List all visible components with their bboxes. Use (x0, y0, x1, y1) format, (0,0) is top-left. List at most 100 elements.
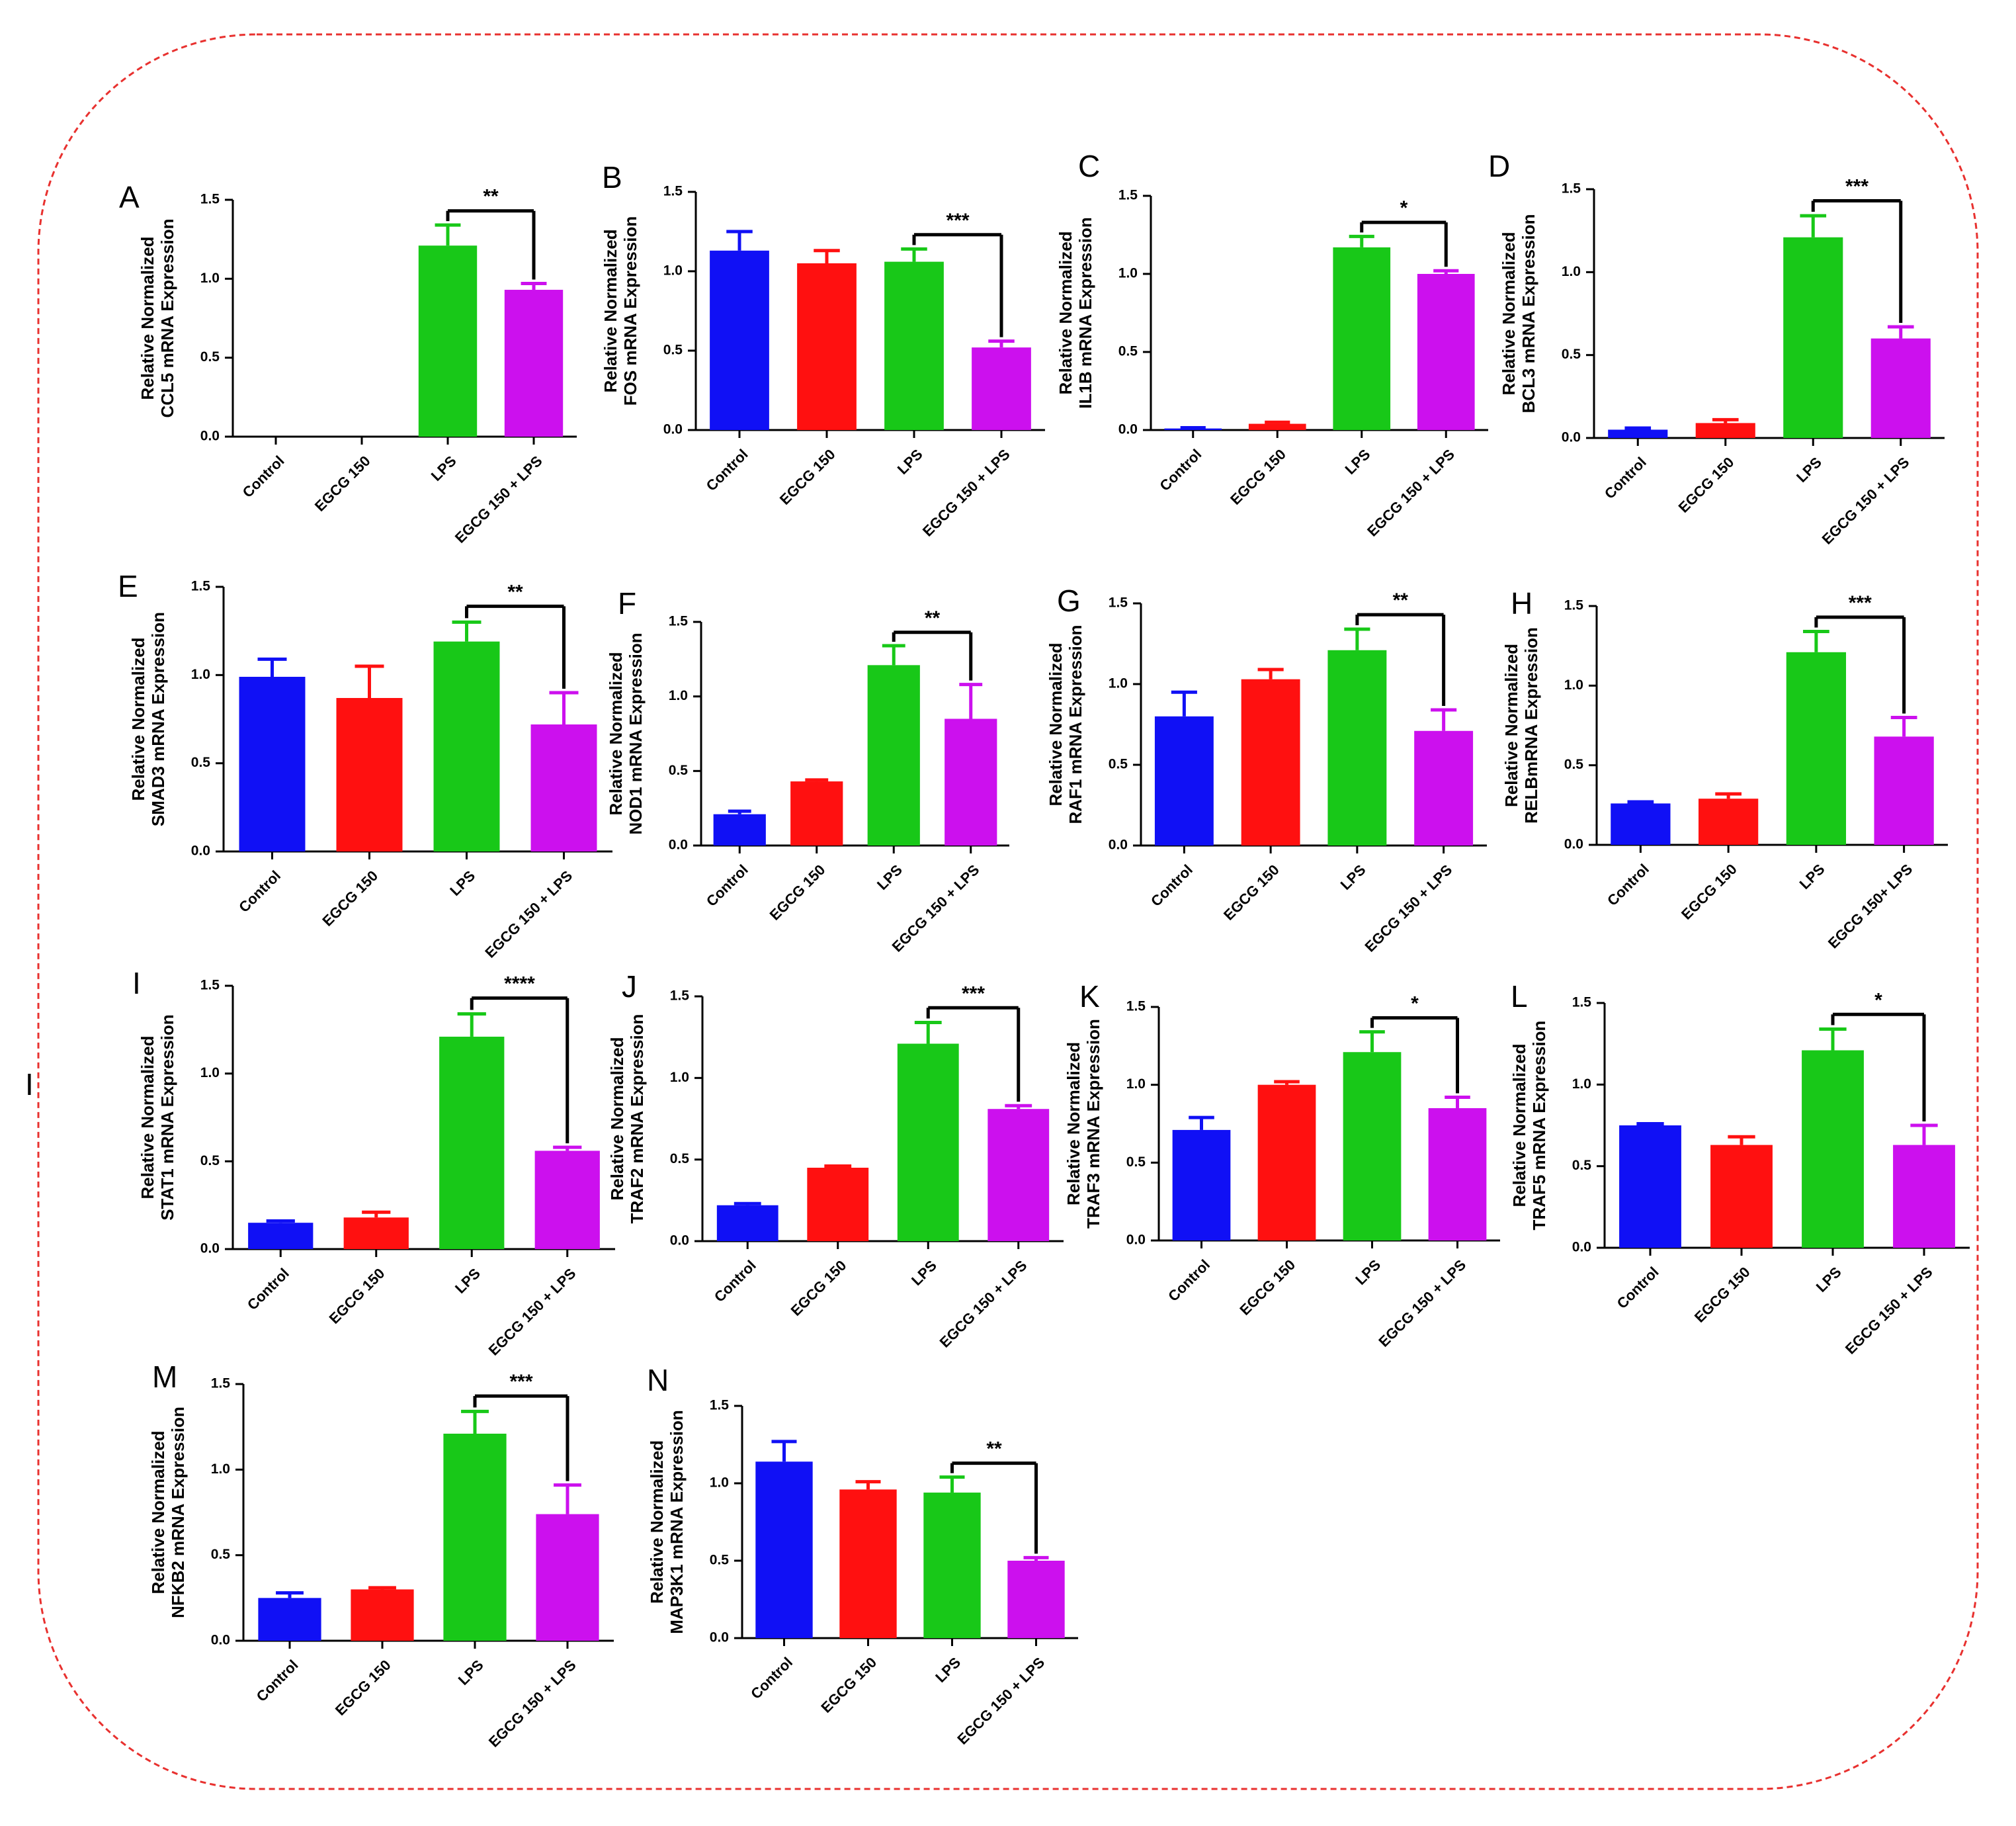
bar-egcg-150-lps (1007, 1561, 1065, 1638)
bar-lps (1786, 652, 1847, 845)
panel-letter: J (622, 969, 637, 1004)
panel-letter: E (118, 569, 138, 603)
significance-label: *** (509, 1371, 532, 1393)
y-tick-label: 1.5 (663, 184, 683, 199)
x-tick-label: EGCG 150 (1691, 1264, 1753, 1326)
chart-panel-h: H 0.0 0.5 1.0 1.5 Relative Normalized RELBmRNA… (1501, 586, 1948, 951)
y-tick-label: 0.0 (1126, 1233, 1146, 1248)
x-tick-label: LPS (908, 1257, 940, 1289)
bar-lps (897, 1043, 959, 1241)
bar-egcg-150 (351, 1589, 414, 1641)
x-tick-label: EGCG 150 (326, 1265, 388, 1327)
x-tick-label: EGCG 150 (312, 453, 374, 515)
significance-label: ** (483, 186, 499, 208)
y-axis-label: Relative Normalized (128, 637, 148, 801)
panel-letter: C (1078, 149, 1100, 183)
x-tick-label: LPS (1793, 454, 1825, 486)
bar-lps (443, 1434, 507, 1641)
bar-egcg-150-lps (972, 347, 1031, 430)
panel-letter: I (132, 966, 141, 1000)
x-tick-label: Control (244, 1265, 292, 1313)
chart-panel-d: D 0.0 0.5 1.0 1.5 Relative Normalized BCL3 mRN… (1488, 149, 1945, 548)
bar-egcg-150-lps (534, 1151, 600, 1249)
bar-egcg-150 (839, 1489, 897, 1638)
bar-lps (884, 261, 944, 430)
bar-egcg-150 (1248, 423, 1306, 430)
bar-egcg-150 (1698, 799, 1759, 845)
x-tick-label: EGCG 150 + LPS (482, 867, 575, 961)
y-tick-label: 0.0 (200, 1241, 220, 1256)
bar-egcg-150 (1241, 679, 1300, 846)
panel-letter: D (1488, 149, 1510, 183)
y-tick-label: 1.5 (670, 988, 690, 1004)
x-tick-label: Control (1614, 1264, 1662, 1312)
y-axis-label: RELBmRNA Expression (1521, 627, 1541, 824)
y-tick-label: 0.0 (1562, 430, 1581, 445)
bar-control (1611, 803, 1671, 845)
x-tick-label: LPS (428, 453, 460, 484)
bar-egcg-150-lps (1874, 736, 1934, 845)
y-tick-label: 1.0 (200, 271, 220, 286)
stray-mark-text: I (25, 1067, 34, 1102)
x-tick-label: EGCG 150+ LPS (1825, 861, 1915, 951)
significance-label: ** (925, 607, 941, 629)
chart-panel-l: L 0.0 0.5 1.0 1.5 Relative Normalized TRAF5 mR… (1509, 979, 1970, 1358)
x-tick-label: EGCG 150 (818, 1654, 880, 1716)
x-tick-label: Control (1148, 861, 1196, 910)
x-tick-label: LPS (894, 446, 926, 478)
y-tick-label: 0.5 (670, 1151, 690, 1166)
bar-egcg-150-lps (1893, 1145, 1955, 1248)
bar-egcg-150 (1257, 1084, 1316, 1240)
x-tick-label: EGCG 150 + LPS (1842, 1264, 1936, 1358)
figure-border (37, 33, 1979, 1790)
y-axis-label: MAP3K1 mRNA Expression (667, 1410, 687, 1634)
significance-label: ** (507, 581, 523, 603)
bar-lps (439, 1036, 505, 1249)
y-tick-label: 0.0 (1572, 1240, 1591, 1255)
x-tick-label: EGCG 150 + LPS (919, 446, 1013, 540)
y-axis-label: SMAD3 mRNA Expression (148, 612, 168, 826)
x-tick-label: Control (1165, 1256, 1213, 1305)
y-tick-label: 0.0 (670, 1233, 689, 1248)
y-axis-label: TRAF2 mRNA Expression (627, 1014, 647, 1224)
significance-label: **** (504, 973, 535, 995)
x-tick-label: LPS (874, 861, 905, 893)
y-axis-label: IL1B mRNA Expression (1075, 217, 1095, 408)
y-tick-label: 0.5 (663, 343, 683, 358)
bar-lps (433, 641, 500, 851)
x-tick-label: EGCG 150 + LPS (954, 1654, 1048, 1748)
bar-control (713, 814, 766, 846)
bar-lps (418, 245, 478, 437)
x-tick-label: EGCG 150 (332, 1657, 394, 1719)
chart-panel-i: I 0.0 0.5 1.0 1.5 Relative Normalized STAT1 mR… (132, 966, 615, 1359)
bar-egcg-150 (797, 263, 857, 430)
y-axis-label: Relative Normalized (1046, 642, 1066, 806)
panel-letter: A (119, 180, 140, 214)
x-tick-label: LPS (455, 1657, 487, 1688)
bar-control (1154, 716, 1214, 846)
y-axis-label: Relative Normalized (1064, 1042, 1083, 1205)
bar-lps (867, 665, 920, 846)
bar-egcg-150-lps (987, 1109, 1050, 1241)
y-axis-label: NFKB2 mRNA Expression (168, 1407, 188, 1618)
bar-egcg-150-lps (530, 724, 597, 851)
x-tick-label: Control (235, 867, 284, 916)
bar-egcg-150 (336, 698, 403, 851)
bar-lps (1327, 650, 1387, 846)
x-tick-label: EGCG 150 (788, 1257, 850, 1319)
x-tick-label: Control (703, 861, 751, 910)
y-axis-label: Relative Normalized (138, 236, 157, 400)
significance-label: *** (1849, 592, 1872, 614)
bar-egcg-150-lps (1417, 274, 1475, 430)
y-tick-label: 0.5 (1118, 344, 1138, 359)
y-tick-label: 0.0 (211, 1633, 230, 1648)
panel-letter: M (152, 1360, 177, 1394)
y-tick-label: 0.0 (200, 429, 220, 444)
x-tick-label: Control (1604, 861, 1652, 909)
x-tick-label: EGCG 150 + LPS (452, 453, 546, 546)
bar-egcg-150 (343, 1217, 409, 1249)
y-tick-label: 1.0 (211, 1461, 230, 1477)
y-tick-label: 0.0 (669, 838, 688, 853)
y-axis-label: Relative Normalized (1501, 644, 1521, 807)
